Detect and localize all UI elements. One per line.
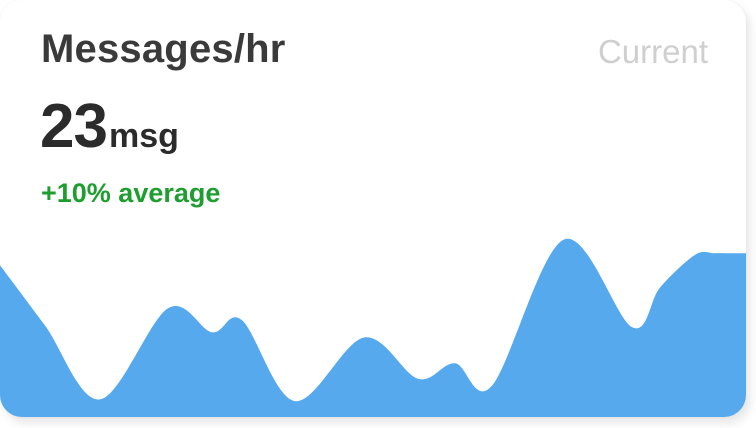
value-unit: msg [108, 117, 179, 155]
messages-area-series [0, 238, 746, 417]
messages-per-hour-card: Messages/hr Current 23msg +10% average [0, 27, 746, 417]
messages-area-chart [0, 238, 746, 417]
current-value: 23 [40, 92, 108, 161]
current-value-row: 23msg [40, 96, 179, 158]
card-title: Messages/hr [41, 27, 286, 71]
period-label: Current [597, 33, 708, 70]
average-delta: +10% average [41, 178, 221, 208]
